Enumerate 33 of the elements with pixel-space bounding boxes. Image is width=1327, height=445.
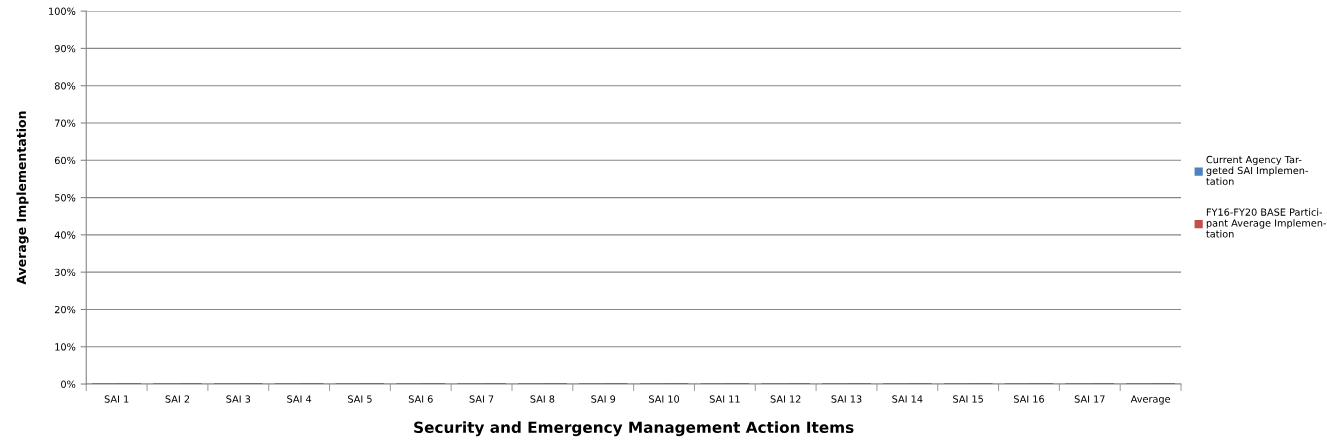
x-tick-label: SAI 13 xyxy=(831,395,862,403)
y-tick-label: 60% xyxy=(54,156,76,165)
x-tick-label: SAI 2 xyxy=(165,395,190,403)
x-tick-label: SAI 15 xyxy=(953,395,983,403)
y-tick-label: 90% xyxy=(54,44,76,53)
y-tick-label: 80% xyxy=(54,82,76,90)
x-tick-label: SAI 16 xyxy=(1013,395,1045,403)
x-tick-label: SAI 3 xyxy=(226,395,251,403)
y-tick-label: 30% xyxy=(54,268,76,276)
x-tick-label: SAI 6 xyxy=(408,395,433,403)
x-tick-label: Average xyxy=(1130,395,1171,405)
y-tick-label: 10% xyxy=(55,343,76,351)
legend-label: FY16-FY20 BASE Partici- pant Average Implemen- tation xyxy=(1206,208,1326,238)
x-tick-label: SAI 8 xyxy=(530,395,555,403)
x-tick-label: SAI 1 xyxy=(104,395,129,403)
x-tick-label: SAI 4 xyxy=(287,395,312,403)
x-tick-label: SAI 10 xyxy=(649,395,680,403)
x-tick-label: SAI 11 xyxy=(709,395,740,403)
y-tick-label: 40% xyxy=(54,231,76,239)
x-tick-label: SAI 17 xyxy=(1074,395,1105,403)
y-tick-label: 70% xyxy=(55,119,76,127)
x-tick-label: SAI 7 xyxy=(469,395,494,403)
y-axis-title: Average Implementation xyxy=(16,111,29,285)
legend-label: Current Agency Tar- geted SAI Implemen- tation xyxy=(1206,155,1308,185)
y-tick-label: 0% xyxy=(61,380,76,388)
x-axis-title: Security and Emergency Management Action Items xyxy=(414,421,854,437)
x-tick-label: SAI 14 xyxy=(892,395,923,403)
y-tick-label: 20% xyxy=(54,305,76,314)
y-tick-label: 50% xyxy=(54,194,76,202)
x-tick-label: SAI 12 xyxy=(770,395,801,403)
y-tick-label: 100% xyxy=(49,7,76,15)
x-tick-label: SAI 9 xyxy=(591,395,616,403)
x-tick-label: SAI 5 xyxy=(348,395,372,403)
